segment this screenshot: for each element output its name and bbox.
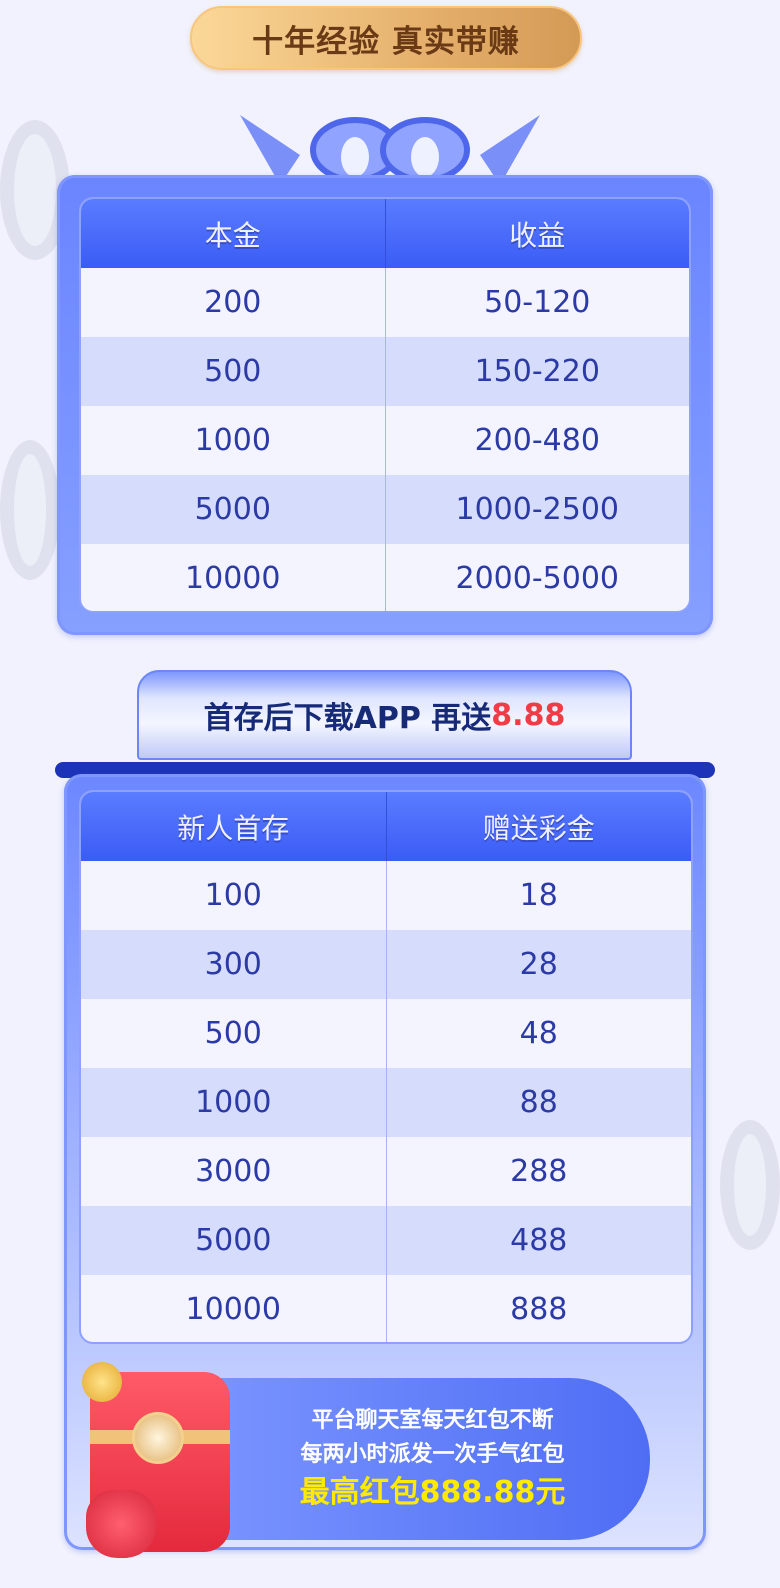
cell-principal: 5000 bbox=[81, 475, 386, 544]
table-row: 5000 488 bbox=[81, 1206, 691, 1275]
promo-line-2: 每两小时派发一次手气红包 bbox=[300, 1442, 565, 1467]
gold-coin-icon bbox=[82, 1362, 122, 1402]
cell-deposit: 3000 bbox=[81, 1137, 387, 1206]
cell-deposit: 1000 bbox=[81, 1068, 387, 1137]
cell-deposit: 100 bbox=[81, 861, 387, 930]
bonus-table: 新人首存 赠送彩金 100 18 300 28 500 48 1000 88 3000 2… bbox=[79, 790, 693, 1344]
cell-bonus: 88 bbox=[519, 1085, 558, 1120]
banner-text: 首存后下载APP 再送 bbox=[203, 701, 492, 736]
table-row: 200 50-120 bbox=[81, 268, 689, 337]
table-row: 1000 88 bbox=[81, 1068, 691, 1137]
table-row: 3000 288 bbox=[81, 1137, 691, 1206]
cell-principal: 500 bbox=[81, 337, 386, 406]
poker-chip-decoration bbox=[720, 1120, 780, 1250]
cell-deposit: 300 bbox=[81, 930, 387, 999]
cell-income: 2000-5000 bbox=[455, 561, 620, 596]
cell-principal: 10000 bbox=[81, 544, 386, 611]
table-row: 500 150-220 bbox=[81, 337, 689, 406]
poker-chip-decoration bbox=[0, 440, 60, 580]
slogan-badge: 十年经验 真实带赚 bbox=[190, 6, 582, 70]
cell-income: 150-220 bbox=[474, 354, 600, 389]
table-row: 1000 200-480 bbox=[81, 406, 689, 475]
table-row: 500 48 bbox=[81, 999, 691, 1068]
red-packet-promo: 平台聊天室每天红包不断 每两小时派发一次手气红包 最高红包888.88元 bbox=[195, 1378, 650, 1540]
cell-income: 1000-2500 bbox=[455, 492, 620, 527]
banner-amount: 8.88 bbox=[491, 697, 566, 733]
cell-income: 50-120 bbox=[484, 285, 591, 320]
table-row: 5000 1000-2500 bbox=[81, 475, 689, 544]
header-bonus: 赠送彩金 bbox=[482, 811, 595, 845]
cell-bonus: 48 bbox=[519, 1016, 558, 1051]
table-header: 新人首存 赠送彩金 bbox=[81, 792, 691, 861]
app-bonus-banner: 首存后下载APP 再送 8.88 bbox=[137, 670, 632, 760]
header-first-deposit: 新人首存 bbox=[81, 792, 387, 861]
table-row: 10000 888 bbox=[81, 1275, 691, 1342]
cell-bonus: 888 bbox=[510, 1292, 568, 1327]
income-table: 本金 收益 200 50-120 500 150-220 1000 200-480 5… bbox=[79, 197, 691, 613]
table-header: 本金 收益 bbox=[81, 199, 689, 268]
table-row: 300 28 bbox=[81, 930, 691, 999]
table-row: 100 18 bbox=[81, 861, 691, 930]
envelope-seal bbox=[132, 1412, 184, 1464]
cell-deposit: 10000 bbox=[81, 1275, 387, 1342]
money-bag-icon bbox=[86, 1490, 156, 1558]
cell-bonus: 18 bbox=[519, 878, 558, 913]
header-income: 收益 bbox=[509, 218, 566, 252]
cell-bonus: 28 bbox=[519, 947, 558, 982]
cell-principal: 200 bbox=[81, 268, 386, 337]
cell-principal: 1000 bbox=[81, 406, 386, 475]
promo-line-1: 平台聊天室每天红包不断 bbox=[311, 1408, 554, 1433]
cell-deposit: 5000 bbox=[81, 1206, 387, 1275]
cell-income: 200-480 bbox=[474, 423, 600, 458]
cell-bonus: 288 bbox=[510, 1154, 568, 1189]
cell-deposit: 500 bbox=[81, 999, 387, 1068]
promo-line-3: 最高红包888.88元 bbox=[299, 1475, 566, 1510]
header-principal: 本金 bbox=[81, 199, 386, 268]
table-row: 10000 2000-5000 bbox=[81, 544, 689, 611]
cell-bonus: 488 bbox=[510, 1223, 568, 1258]
